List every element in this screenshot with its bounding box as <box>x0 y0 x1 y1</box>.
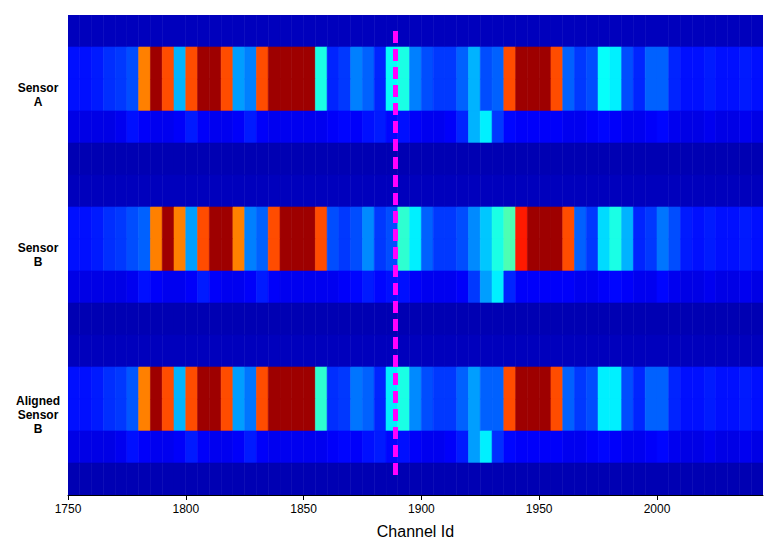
svg-text:1750: 1750 <box>55 502 82 516</box>
svg-text:Aligned: Aligned <box>16 394 60 408</box>
svg-text:1850: 1850 <box>290 502 317 516</box>
svg-text:B: B <box>34 422 43 436</box>
svg-text:1950: 1950 <box>526 502 553 516</box>
svg-text:A: A <box>34 95 43 109</box>
svg-text:2000: 2000 <box>644 502 671 516</box>
svg-text:1800: 1800 <box>172 502 199 516</box>
svg-text:B: B <box>34 255 43 269</box>
svg-text:1900: 1900 <box>408 502 435 516</box>
svg-text:Sensor: Sensor <box>18 81 59 95</box>
svg-text:Sensor: Sensor <box>18 408 59 422</box>
svg-text:Sensor: Sensor <box>18 241 59 255</box>
svg-text:Channel Id: Channel Id <box>377 523 454 540</box>
